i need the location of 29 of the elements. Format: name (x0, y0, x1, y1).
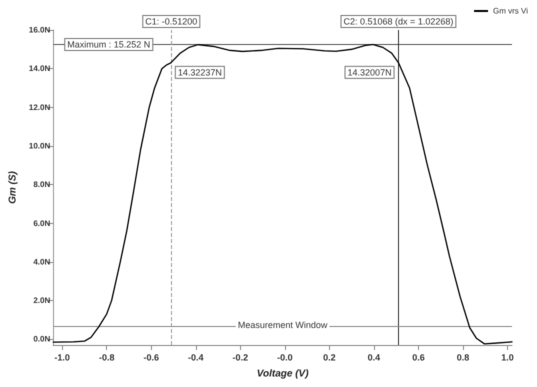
y-tick-label: 14.0N (28, 64, 50, 74)
ref-line-label: Measurement Window (238, 320, 328, 330)
y-tick-label: 2.0N (33, 296, 50, 306)
y-axis-title: Gm (S) (8, 170, 18, 204)
y-tick-label: 4.0N (33, 257, 50, 266)
y-tick-label: 12.0N (28, 102, 50, 112)
ref-line-label: Maximum : 15.252 N (67, 39, 150, 50)
ref-line-label: C2: 0.51068 (dx = 1.02268) (344, 16, 454, 26)
annotation: 14.32237N (178, 67, 222, 78)
x-tick-label: 1.0 (501, 352, 514, 362)
x-tick-label: 0.2 (323, 352, 336, 362)
annotation: 14.32007N (348, 67, 392, 78)
x-tick-label: -0.4 (188, 352, 204, 362)
y-tick-label: 16.0N (28, 26, 50, 34)
y-tick-label: 6.0N (33, 218, 50, 228)
x-tick-label: 0.6 (412, 352, 425, 362)
x-tick-label: -0.2 (232, 352, 248, 362)
x-tick-label: -0.8 (98, 352, 114, 362)
y-tick-label: 0.0N (33, 334, 50, 344)
legend-label: Gm vrs Vi (493, 6, 528, 16)
ref-line-label: C1: -0.51200 (145, 16, 198, 26)
x-tick-label: 0.8 (456, 352, 470, 362)
x-tick-label: 0.4 (368, 352, 380, 362)
y-tick-label: 8.0N (33, 180, 50, 190)
x-tick-label: -0.0 (277, 352, 293, 362)
y-tick-label: 10.0N (28, 141, 50, 150)
x-tick-label: -0.6 (143, 352, 159, 362)
x-tick-label: -1.0 (54, 352, 70, 362)
x-axis-title: Voltage (V) (256, 368, 310, 380)
